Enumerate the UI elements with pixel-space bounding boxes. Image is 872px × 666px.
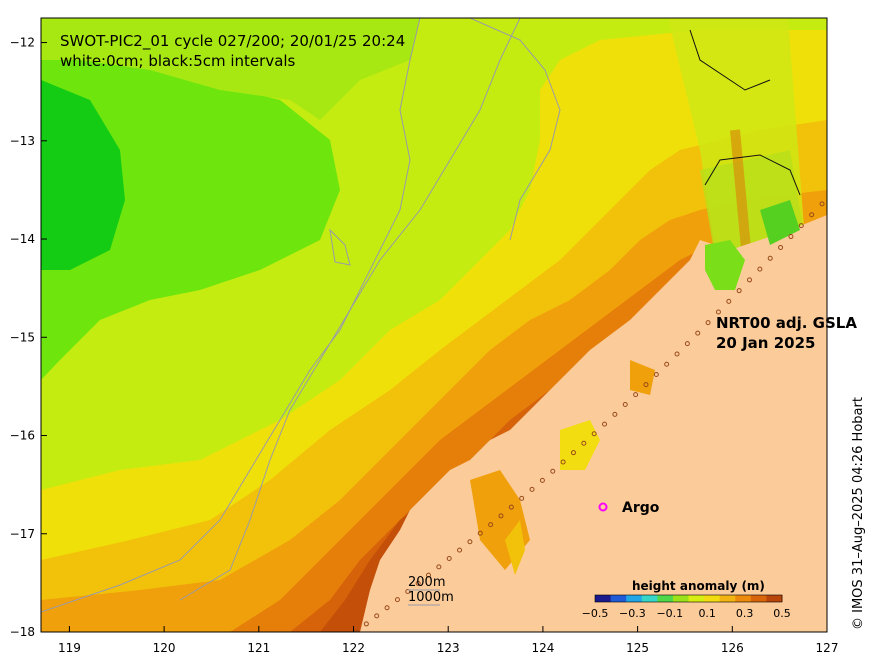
- argo-track-point: [467, 539, 473, 545]
- colorbar-tick-label: 0.1: [698, 607, 716, 620]
- argo-track-point: [446, 556, 452, 562]
- argo-track-point: [581, 440, 587, 446]
- y-tick-label: −16: [10, 429, 35, 443]
- x-axis: 119 120 121 122 123 124 125 126 127: [58, 626, 838, 655]
- y-tick-label: −18: [10, 625, 35, 639]
- y-axis: −12 −13 −14 −15 −16 −17 −18: [10, 36, 47, 639]
- colorbar-segment: [641, 595, 658, 602]
- argo-track-point: [633, 392, 639, 398]
- argo-track-point: [529, 486, 535, 492]
- product-label-line-2: 20 Jan 2025: [716, 334, 815, 352]
- argo-track-point: [539, 477, 545, 483]
- colorbar-segment: [595, 595, 612, 602]
- argo-label: Argo: [622, 500, 660, 516]
- credit-text: © IMOS 31–Aug–2025 04:26 Hobart: [851, 397, 866, 630]
- argo-track-point: [715, 309, 721, 315]
- sea-level-field: [41, 18, 827, 632]
- argo-track-point: [612, 411, 618, 417]
- argo-track-point: [757, 266, 763, 272]
- argo-track-point: [788, 234, 794, 240]
- colorbar-tick-label: −0.1: [656, 607, 683, 620]
- colorbar-tick-label: −0.5: [582, 607, 609, 620]
- argo-track-point: [622, 402, 628, 408]
- argo-track-point: [550, 468, 556, 474]
- argo-marker-icon: [598, 502, 608, 512]
- argo-track-point: [363, 621, 369, 627]
- argo-track-point: [767, 255, 773, 261]
- argo-track-point: [726, 298, 732, 304]
- depth-label-1000m: 1000m: [408, 590, 454, 605]
- map-frame: [40, 17, 828, 633]
- argo-track-point: [643, 382, 649, 388]
- x-tick-label: 123: [437, 641, 460, 655]
- argo-track: [353, 201, 825, 632]
- y-tick-label: −14: [10, 232, 35, 246]
- argo-track-point: [488, 522, 494, 528]
- argo-track-point: [570, 450, 576, 456]
- argo-track-point: [591, 431, 597, 437]
- x-tick-label: 119: [58, 641, 81, 655]
- x-tick-label: 126: [721, 641, 744, 655]
- colorbar-segment: [610, 595, 627, 602]
- colorbar-segment: [766, 595, 783, 602]
- argo-track-point: [560, 459, 566, 465]
- colorbar-tick-label: 0.3: [736, 607, 754, 620]
- argo-track-point: [405, 589, 411, 595]
- argo-track-point: [653, 371, 659, 377]
- argo-track-point: [374, 613, 380, 619]
- argo-track-point: [436, 564, 442, 570]
- colorbar-segment: [657, 595, 674, 602]
- argo-track-point: [384, 605, 390, 611]
- x-tick-label: 121: [247, 641, 270, 655]
- argo-track-point: [747, 277, 753, 283]
- x-tick-label: 122: [342, 641, 365, 655]
- colorbar-segment: [719, 595, 736, 602]
- y-tick-label: −12: [10, 36, 35, 50]
- x-tick-label: 125: [626, 641, 649, 655]
- argo-track-point: [684, 341, 690, 347]
- argo-track-point: [508, 504, 514, 510]
- x-tick-label: 127: [816, 641, 839, 655]
- argo-track-point: [809, 212, 815, 218]
- y-tick-label: −17: [10, 527, 35, 541]
- colorbar-segment: [672, 595, 689, 602]
- argo-track-point: [519, 495, 525, 501]
- colorbar-title: height anomaly (m): [632, 579, 765, 593]
- y-tick-label: −13: [10, 134, 35, 148]
- argo-track-point: [664, 361, 670, 367]
- y-tick-label: −15: [10, 330, 35, 344]
- argo-track-point: [457, 547, 463, 553]
- colorbar-segment: [735, 595, 752, 602]
- argo-track-point: [705, 320, 711, 326]
- argo-track-point: [674, 351, 680, 357]
- colorbar-tick-label: −0.3: [619, 607, 646, 620]
- argo-track-point: [798, 223, 804, 229]
- colorbar-ticks: −0.5 −0.3 −0.1 0.1 0.3 0.5: [582, 607, 791, 620]
- argo-track-point: [778, 244, 784, 250]
- argo-track-point: [415, 580, 421, 586]
- argo-track-point: [477, 530, 483, 536]
- title-line-2: white:0cm; black:5cm intervals: [60, 52, 296, 70]
- land-mass: [360, 215, 827, 632]
- argo-track-point: [394, 597, 400, 603]
- argo-track-point: [425, 572, 431, 578]
- colorbar-segment: [688, 595, 705, 602]
- product-label-line-1: NRT00 adj. GSLA: [716, 314, 857, 332]
- colorbar-tick-label: 0.5: [773, 607, 791, 620]
- argo-track-point: [819, 201, 825, 207]
- depth-label-200m: 200m: [408, 575, 445, 590]
- title-line-1: SWOT-PIC2_01 cycle 027/200; 20/01/25 20:…: [60, 32, 405, 51]
- argo-track-point: [602, 421, 608, 427]
- argo-track-point: [353, 629, 359, 632]
- argo-track-point: [736, 288, 742, 294]
- argo-track-point: [498, 513, 504, 519]
- colorbar-segment: [626, 595, 643, 602]
- colorbar-segment: [704, 595, 721, 602]
- argo-track-point: [695, 330, 701, 336]
- colorbar-segment: [750, 595, 767, 602]
- x-tick-label: 124: [531, 641, 554, 655]
- colorbar: [594, 594, 783, 603]
- x-tick-label: 120: [153, 641, 176, 655]
